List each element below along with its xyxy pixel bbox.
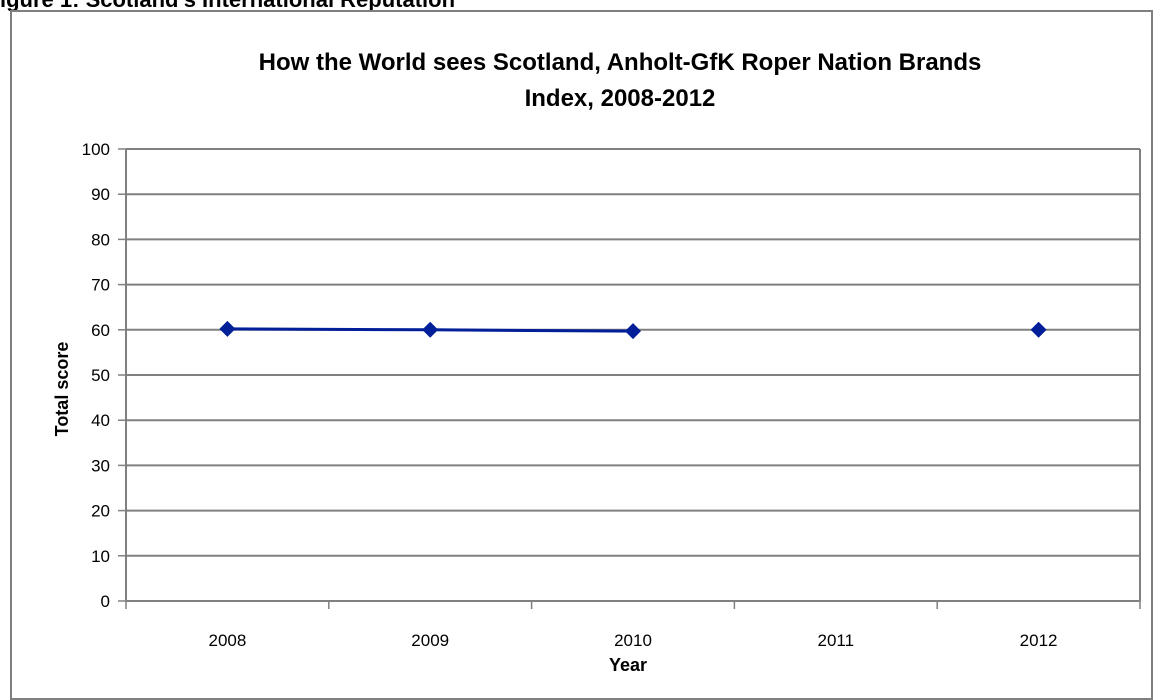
chart-title-line-1: How the World sees Scotland, Anholt-GfK … [259,49,982,76]
y-tick-label: 10 [91,547,110,566]
y-tick-label: 60 [91,321,110,340]
y-tick-label: 30 [91,456,110,475]
data-point-marker [625,323,641,340]
series-layer [219,320,1047,340]
x-tick-label: 2009 [411,631,449,650]
chart-frame: How the World sees Scotland, Anholt-GfK … [10,10,1153,700]
grid-layer [126,148,1140,557]
x-tick-label: 2012 [1020,631,1058,650]
x-axis-title: Year [609,655,647,675]
y-axis-title: Total score [52,342,72,437]
y-tick-label: 40 [91,411,110,430]
y-tick-label: 20 [91,502,110,521]
label-layer: 0 10 20 30 40 50 60 70 80 90 100 2008 2009 2010 2011 20… [82,140,1058,650]
y-tick-label: 100 [82,140,110,159]
y-tick-label: 50 [91,366,110,385]
chart-title-line-2: Index, 2008-2012 [525,85,716,112]
axis-layer [118,148,1141,609]
data-point-marker [422,321,439,338]
y-tick-label: 70 [91,276,110,295]
y-tick-label: 90 [91,185,110,204]
figure-heading: igure 1: Scotland's International Reputa… [0,0,455,13]
x-tick-label: 2010 [614,631,652,650]
x-tick-label: 2008 [208,631,246,650]
chart-svg: How the World sees Scotland, Anholt-GfK … [52,49,1141,675]
y-tick-label: 0 [101,592,110,611]
data-point-marker [219,320,236,337]
x-tick-label: 2011 [818,631,855,650]
data-point-marker [1030,321,1047,338]
y-tick-label: 80 [91,230,110,249]
